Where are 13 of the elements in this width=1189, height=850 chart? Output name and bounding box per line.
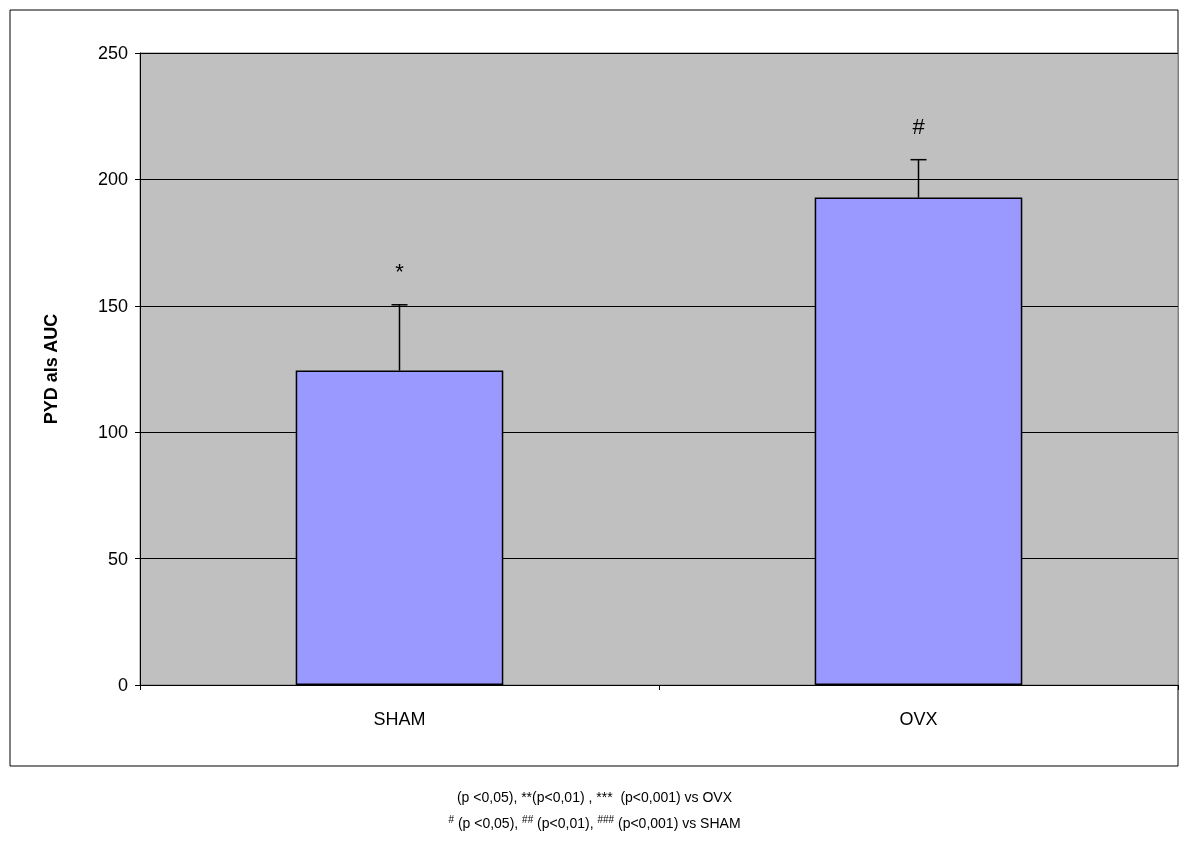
x-tick-label: SHAM	[373, 709, 426, 729]
annotation: #	[912, 114, 926, 140]
y-tick-label: 0	[117, 675, 128, 695]
annotation: *	[395, 259, 405, 285]
y-tick-label: 100	[97, 422, 128, 443]
text: # (p <0,05), ## (p<0,01), ### (p<0,001) vs SHAM	[448, 813, 741, 831]
y-axis-title: PYD als AUC	[41, 313, 61, 425]
y-tick-label: 250	[97, 43, 128, 63]
y-tick-label: 50	[107, 548, 128, 569]
y-tick-label: 200	[97, 169, 128, 190]
y-tick-label: 150	[97, 295, 128, 316]
x-tick-label: OVX	[899, 709, 938, 729]
text: (p <0,05), **(p<0,01) , *** (p<0,001) vs OVX	[456, 789, 733, 805]
